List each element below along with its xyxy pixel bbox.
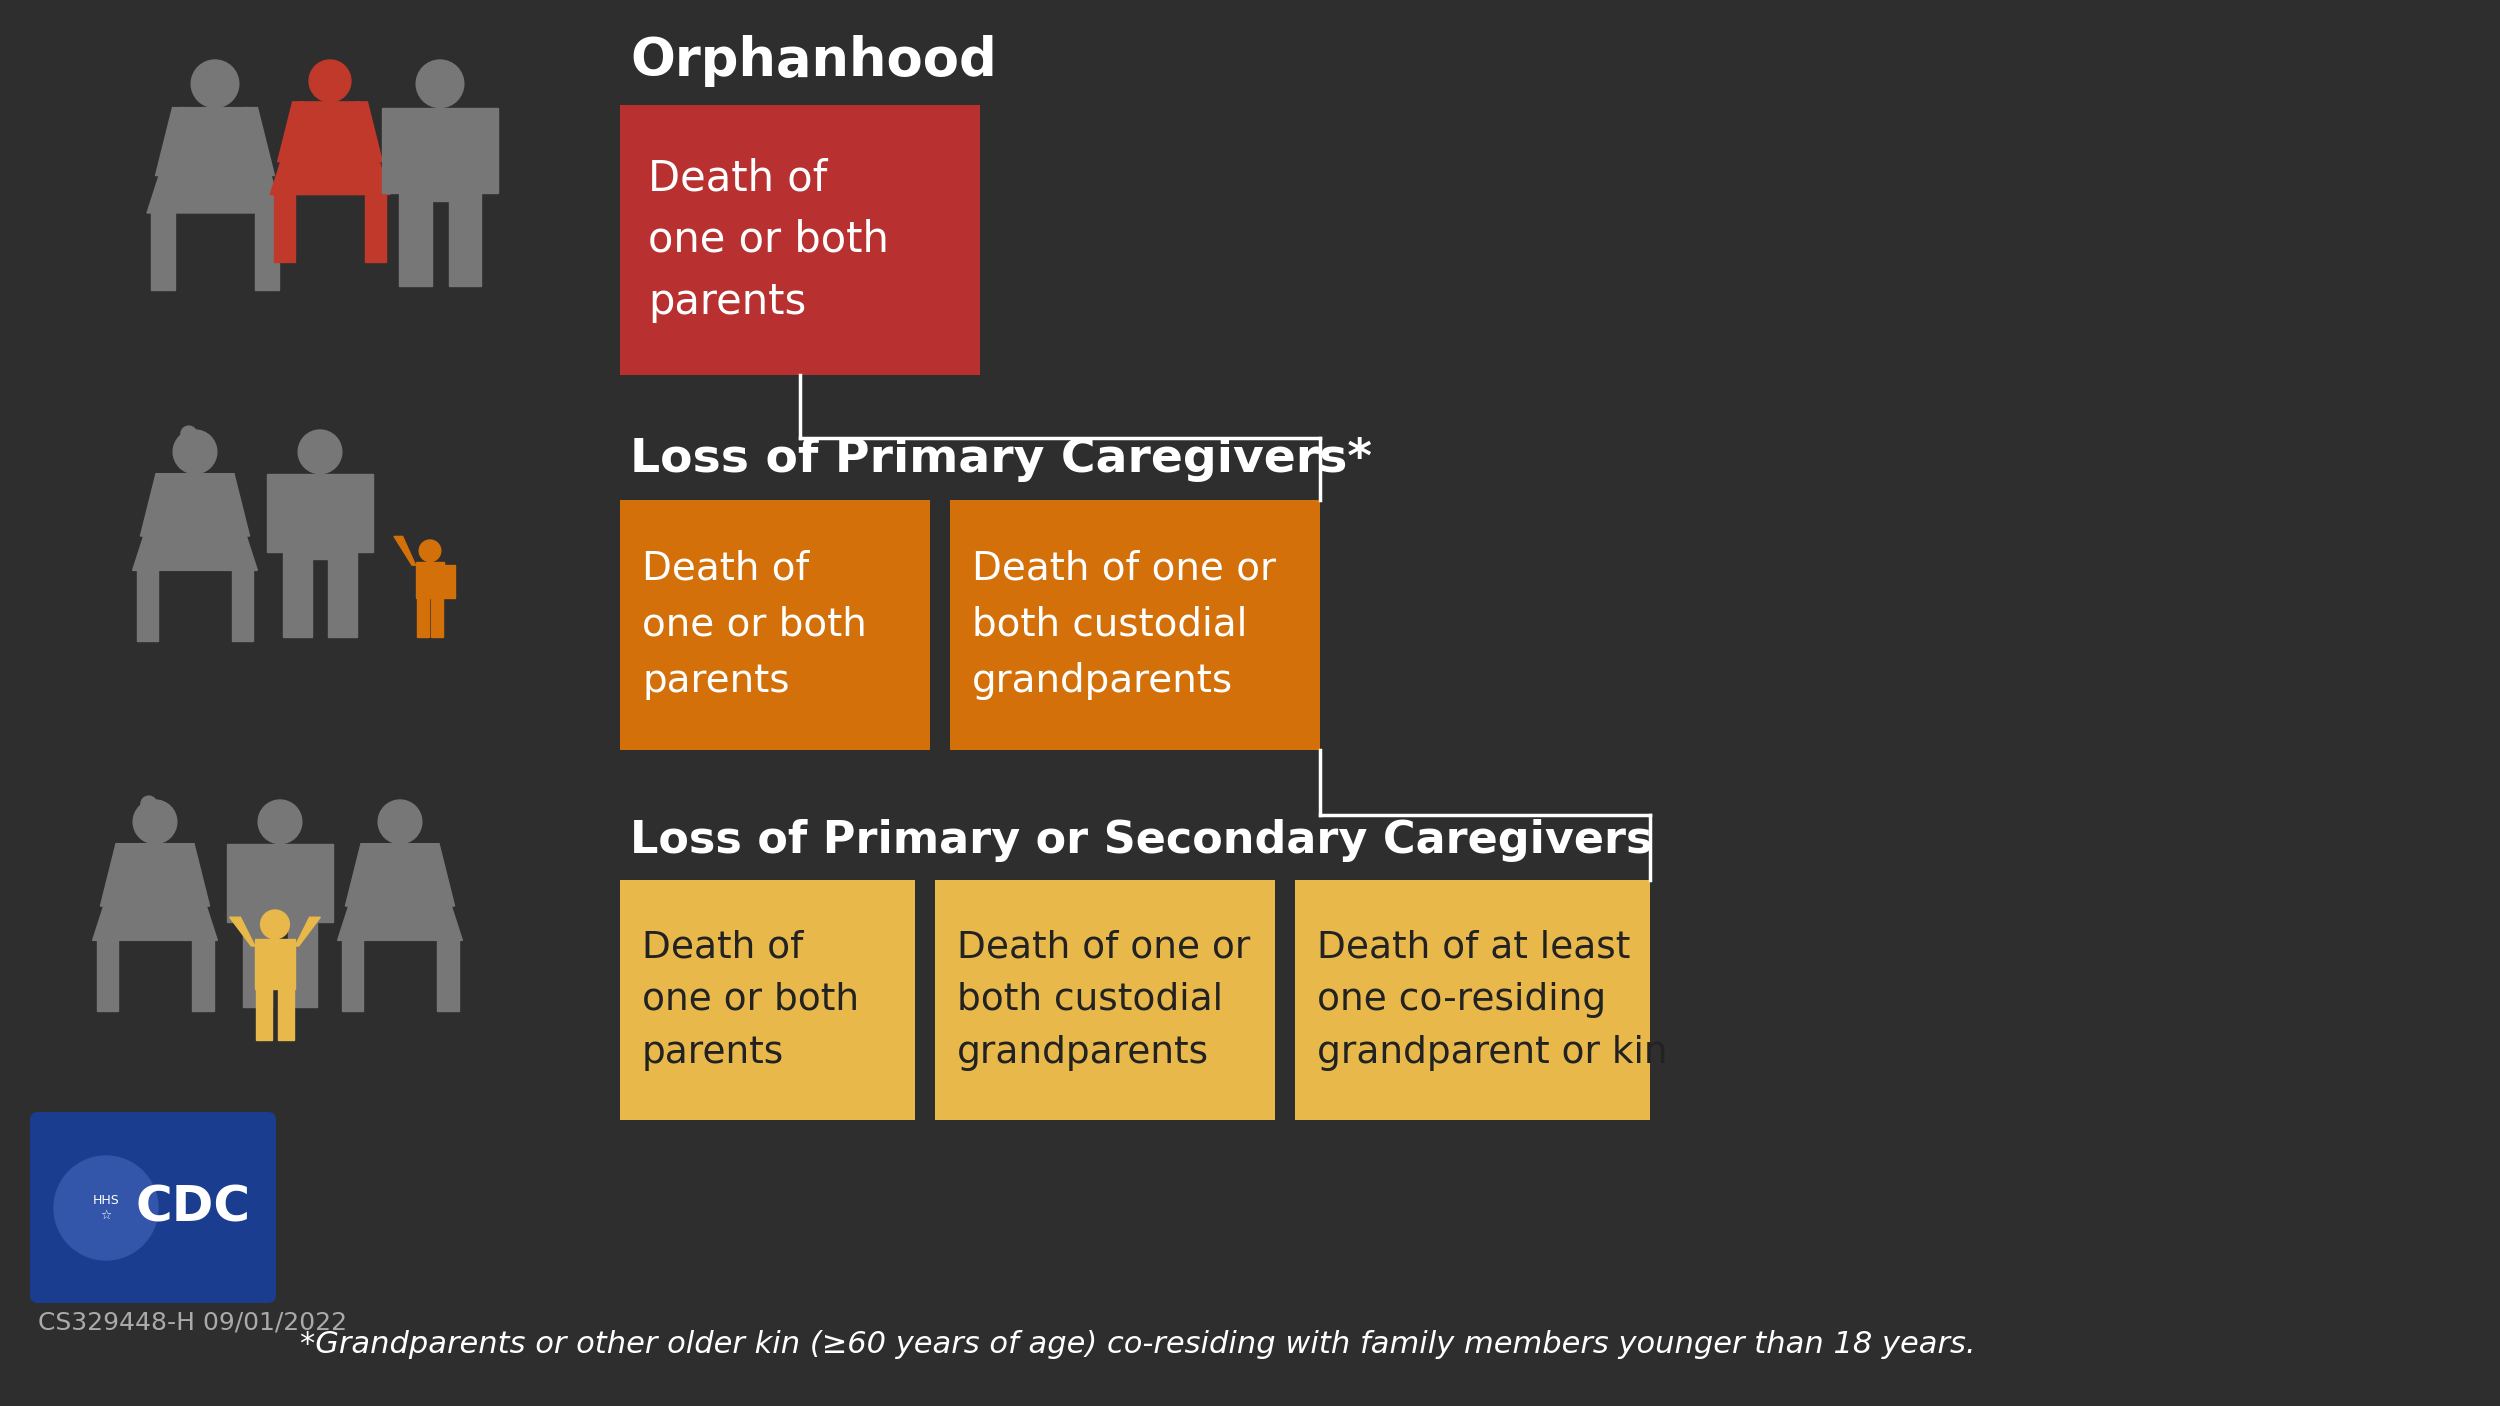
Bar xyxy=(242,844,318,929)
Bar xyxy=(620,880,915,1121)
Circle shape xyxy=(140,796,158,811)
Bar xyxy=(268,474,282,551)
Circle shape xyxy=(180,426,198,441)
Bar xyxy=(255,939,295,990)
Text: Death of
one or both
parents: Death of one or both parents xyxy=(642,929,860,1071)
Bar xyxy=(415,561,445,598)
Bar xyxy=(448,201,480,285)
Circle shape xyxy=(420,540,440,561)
Polygon shape xyxy=(395,537,415,565)
Circle shape xyxy=(310,60,350,101)
Text: Death of
one or both
parents: Death of one or both parents xyxy=(648,157,890,323)
FancyBboxPatch shape xyxy=(30,1112,275,1303)
Bar xyxy=(1295,880,1650,1121)
Circle shape xyxy=(55,1156,158,1260)
Bar xyxy=(228,844,242,922)
Bar xyxy=(138,571,158,641)
Bar xyxy=(258,990,272,1039)
Polygon shape xyxy=(132,474,258,571)
Polygon shape xyxy=(222,474,250,536)
Bar xyxy=(98,941,118,1011)
Bar xyxy=(342,941,362,1011)
Circle shape xyxy=(190,60,240,108)
Text: Death of at least
one co-residing
grandparent or kin: Death of at least one co-residing grandp… xyxy=(1318,929,1668,1071)
Polygon shape xyxy=(245,108,275,176)
Polygon shape xyxy=(100,844,127,905)
Bar xyxy=(400,108,480,201)
Polygon shape xyxy=(278,101,305,162)
Bar xyxy=(382,108,400,193)
Text: CS329448-H 09/01/2022: CS329448-H 09/01/2022 xyxy=(38,1310,348,1334)
Bar xyxy=(950,501,1320,749)
Polygon shape xyxy=(182,844,210,905)
Circle shape xyxy=(260,910,290,939)
Polygon shape xyxy=(92,844,218,941)
Bar xyxy=(438,941,458,1011)
Bar xyxy=(328,560,357,637)
Polygon shape xyxy=(338,844,462,941)
Circle shape xyxy=(173,430,218,474)
Bar xyxy=(192,941,213,1011)
Text: Death of one or
both custodial
grandparents: Death of one or both custodial grandpare… xyxy=(958,929,1250,1071)
Text: *Grandparents or other older kin (≥60 years of age) co-residing with family memb: *Grandparents or other older kin (≥60 ye… xyxy=(300,1330,1975,1360)
Text: Orphanhood: Orphanhood xyxy=(630,35,998,87)
Bar xyxy=(357,474,372,551)
Bar xyxy=(432,598,442,637)
Circle shape xyxy=(132,800,178,844)
Bar xyxy=(480,108,498,193)
Polygon shape xyxy=(295,917,320,946)
Circle shape xyxy=(258,800,302,844)
Polygon shape xyxy=(270,101,390,194)
Polygon shape xyxy=(155,108,185,176)
Text: CDC: CDC xyxy=(135,1184,250,1232)
Polygon shape xyxy=(140,474,168,536)
Bar xyxy=(288,929,318,1008)
Text: Death of one or
both custodial
grandparents: Death of one or both custodial grandpare… xyxy=(972,550,1275,700)
Bar xyxy=(152,212,175,290)
Bar xyxy=(282,560,312,637)
Circle shape xyxy=(378,800,423,844)
Bar xyxy=(232,571,253,641)
Bar xyxy=(418,598,428,637)
Bar xyxy=(255,212,280,290)
Bar xyxy=(445,565,455,598)
Bar xyxy=(275,194,295,262)
Bar xyxy=(282,474,357,560)
Text: Loss of Primary or Secondary Caregivers: Loss of Primary or Secondary Caregivers xyxy=(630,820,1652,862)
Circle shape xyxy=(298,430,343,474)
Polygon shape xyxy=(230,917,255,946)
Bar xyxy=(935,880,1275,1121)
Text: Loss of Primary Caregivers*: Loss of Primary Caregivers* xyxy=(630,437,1372,482)
Bar xyxy=(242,929,272,1008)
Bar xyxy=(278,990,292,1039)
Circle shape xyxy=(415,60,465,108)
Polygon shape xyxy=(148,108,282,212)
Bar xyxy=(400,201,432,285)
Text: HHS
☆: HHS ☆ xyxy=(92,1194,120,1222)
Bar xyxy=(318,844,332,922)
Bar xyxy=(365,194,385,262)
Text: Death of
one or both
parents: Death of one or both parents xyxy=(642,550,867,700)
Bar xyxy=(620,105,980,375)
Polygon shape xyxy=(355,101,382,162)
Polygon shape xyxy=(345,844,372,905)
Bar xyxy=(620,501,930,749)
Polygon shape xyxy=(428,844,455,905)
